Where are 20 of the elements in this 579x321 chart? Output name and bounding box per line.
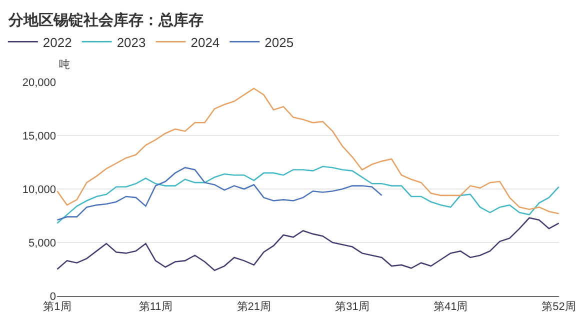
line-series: [57, 166, 559, 224]
y-tick-label: 5,000: [28, 237, 56, 250]
line-series: [57, 88, 559, 214]
y-axis-title: 吨: [59, 58, 70, 71]
legend-label: 2025: [264, 34, 294, 50]
line-series: [57, 166, 382, 221]
line-series: [57, 217, 559, 271]
chart-title: 分地区锡锭社会库存：总库存: [8, 10, 204, 29]
x-tick-label: 第1周: [43, 301, 72, 314]
legend-label: 2024: [190, 34, 220, 50]
x-tick-label: 第31周: [335, 301, 370, 314]
x-tick-label: 第52周: [542, 301, 576, 314]
y-tick-label: 10,000: [22, 184, 56, 196]
legend-label: 2023: [116, 34, 146, 50]
y-tick-label: 15,000: [22, 130, 56, 142]
x-tick-label: 第11周: [138, 301, 172, 314]
x-tick-label: 第41周: [433, 301, 468, 314]
y-tick-label: 20,000: [22, 76, 56, 89]
x-tick-label: 第21周: [236, 301, 272, 314]
legend-label: 2022: [42, 34, 72, 50]
